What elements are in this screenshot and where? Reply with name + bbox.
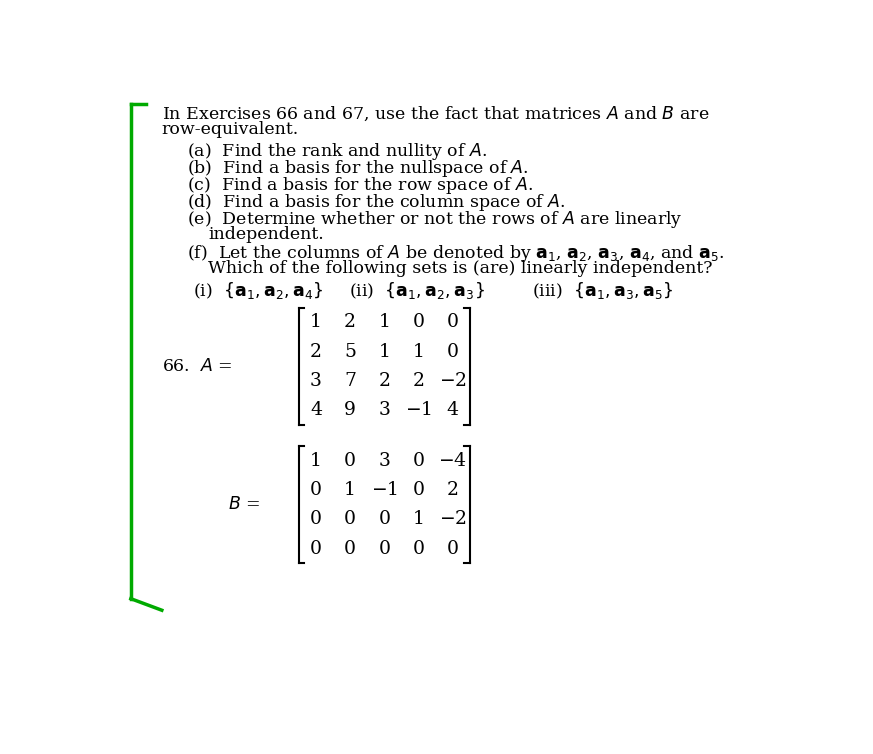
Text: 0: 0 [412, 481, 424, 499]
Text: (iii)  $\{\mathbf{a}_1, \mathbf{a}_3, \mathbf{a}_5\}$: (iii) $\{\mathbf{a}_1, \mathbf{a}_3, \ma… [532, 280, 673, 301]
Text: 2: 2 [344, 313, 356, 331]
Text: independent.: independent. [209, 226, 324, 243]
Text: 0: 0 [310, 510, 322, 529]
Text: (i)  $\{\mathbf{a}_1, \mathbf{a}_2, \mathbf{a}_4\}$: (i) $\{\mathbf{a}_1, \mathbf{a}_2, \math… [193, 280, 323, 301]
Text: 66.  $A$ =: 66. $A$ = [162, 357, 232, 375]
Text: 2: 2 [412, 372, 424, 390]
Text: 2: 2 [446, 481, 458, 499]
Text: 0: 0 [412, 452, 424, 470]
Text: 1: 1 [378, 342, 390, 360]
Text: 1: 1 [310, 313, 322, 331]
Text: 0: 0 [344, 540, 356, 558]
Text: 7: 7 [344, 372, 356, 390]
Text: 1: 1 [412, 342, 424, 360]
Text: 3: 3 [378, 401, 390, 419]
Text: $B$ =: $B$ = [229, 496, 261, 513]
Text: 1: 1 [310, 452, 322, 470]
Text: $-$4: $-$4 [438, 452, 467, 470]
Text: 0: 0 [344, 510, 356, 529]
Text: (ii)  $\{\mathbf{a}_1, \mathbf{a}_2, \mathbf{a}_3\}$: (ii) $\{\mathbf{a}_1, \mathbf{a}_2, \mat… [349, 280, 485, 301]
Text: $-$1: $-$1 [405, 401, 432, 419]
Text: 5: 5 [344, 342, 356, 360]
Text: $-$2: $-$2 [438, 510, 466, 529]
Text: 0: 0 [446, 342, 458, 360]
Text: 0: 0 [412, 313, 424, 331]
Text: 1: 1 [378, 313, 390, 331]
Text: 9: 9 [344, 401, 356, 419]
Text: row-equivalent.: row-equivalent. [162, 121, 299, 138]
Text: In Exercises 66 and 67, use the fact that matrices $A$ and $B$ are: In Exercises 66 and 67, use the fact tha… [162, 104, 709, 123]
Text: 4: 4 [446, 401, 458, 419]
Text: (a)  Find the rank and nullity of $A$.: (a) Find the rank and nullity of $A$. [187, 141, 486, 162]
Text: 0: 0 [412, 540, 424, 558]
Text: 4: 4 [310, 401, 322, 419]
Text: $-$1: $-$1 [371, 481, 398, 499]
Text: (e)  Determine whether or not the rows of $A$ are linearly: (e) Determine whether or not the rows of… [187, 209, 683, 230]
Text: Which of the following sets is (are) linearly independent?: Which of the following sets is (are) lin… [209, 260, 713, 277]
Text: 3: 3 [378, 452, 390, 470]
Text: 0: 0 [378, 540, 390, 558]
Text: 1: 1 [412, 510, 424, 529]
Text: (d)  Find a basis for the column space of $A$.: (d) Find a basis for the column space of… [187, 192, 565, 213]
Text: (f)  Let the columns of $A$ be denoted by $\mathbf{a}_1$, $\mathbf{a}_2$, $\math: (f) Let the columns of $A$ be denoted by… [187, 243, 724, 264]
Text: 0: 0 [446, 313, 458, 331]
Text: (c)  Find a basis for the row space of $A$.: (c) Find a basis for the row space of $A… [187, 175, 533, 196]
Text: (b)  Find a basis for the nullspace of $A$.: (b) Find a basis for the nullspace of $A… [187, 158, 528, 179]
Text: $-$2: $-$2 [438, 372, 466, 390]
Text: 0: 0 [310, 540, 322, 558]
Text: 1: 1 [344, 481, 356, 499]
Text: 3: 3 [310, 372, 322, 390]
Text: 0: 0 [446, 540, 458, 558]
Text: 0: 0 [310, 481, 322, 499]
Text: 0: 0 [344, 452, 356, 470]
Text: 0: 0 [378, 510, 390, 529]
Text: 2: 2 [378, 372, 390, 390]
Text: 2: 2 [310, 342, 322, 360]
